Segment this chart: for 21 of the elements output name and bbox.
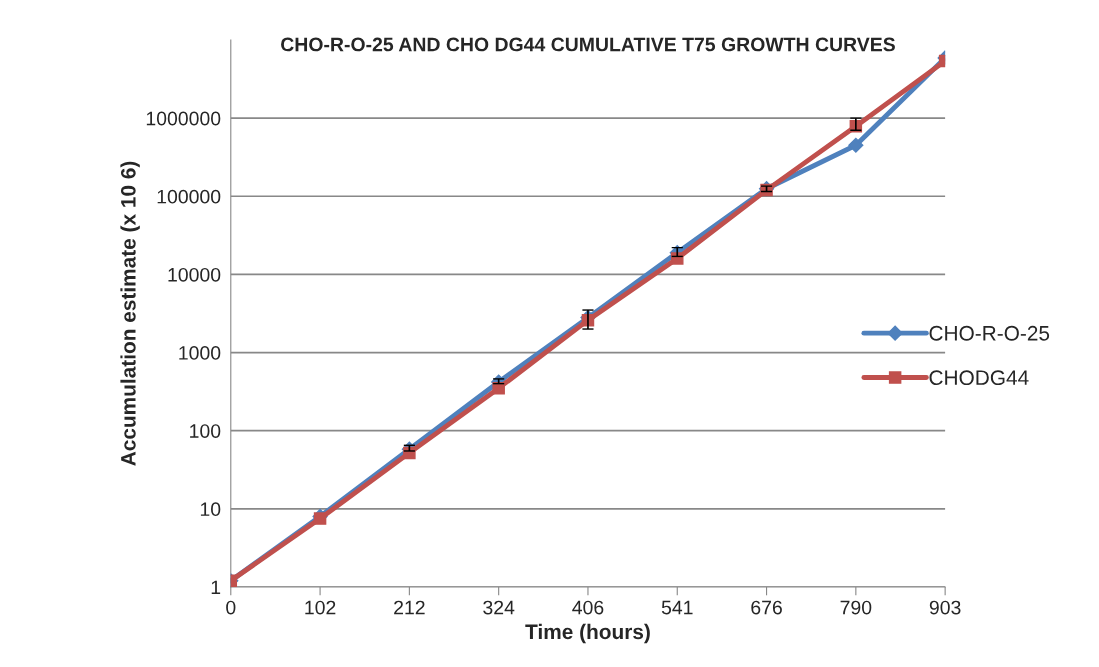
y-tick-label: 1000 <box>179 346 221 360</box>
chart-title: CHO-R-O-25 AND CHO DG44 CUMULATIVE T75 GROWTH CURVES <box>281 37 895 52</box>
legend-label: CHODG44 <box>929 370 1029 386</box>
x-tick-label: 406 <box>572 600 604 615</box>
y-tick-label: 100000 <box>157 189 221 204</box>
x-tick-label: 102 <box>305 600 336 615</box>
y-tick-label: 1 <box>211 580 221 595</box>
x-tick-label: 790 <box>840 600 872 615</box>
y-tick-label: 10000 <box>168 267 221 282</box>
x-tick-label: 0 <box>226 600 236 615</box>
y-tick-label: 100 <box>190 424 221 438</box>
x-tick-label: 676 <box>751 600 782 615</box>
x-tick-label: 212 <box>394 600 425 615</box>
x-tick-label: 903 <box>929 600 961 615</box>
legend-label: CHO-R-O-25 <box>929 325 1050 341</box>
x-tick-label: 541 <box>661 600 693 615</box>
x-axis-title: Time (hours) <box>525 623 650 644</box>
x-tick-label: 324 <box>483 600 515 615</box>
y-tick-label: 10 <box>200 502 221 517</box>
y-axis-title: Accumulation estimate (x 10 6) <box>120 161 140 466</box>
y-tick-label: 1000000 <box>146 111 221 126</box>
